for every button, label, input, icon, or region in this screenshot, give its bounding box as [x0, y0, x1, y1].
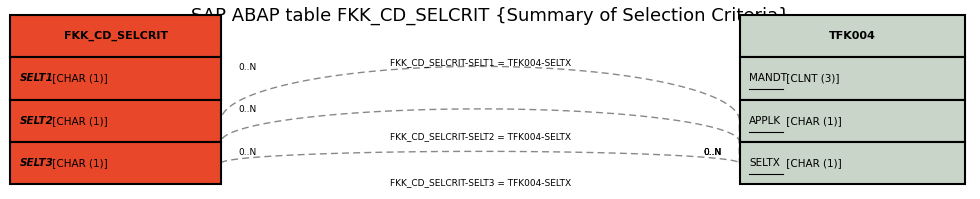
Text: 0..N: 0..N — [704, 148, 722, 157]
Bar — [11, 142, 220, 184]
Bar — [11, 100, 220, 142]
Text: SELT3: SELT3 — [21, 158, 54, 168]
Text: 0..N: 0..N — [704, 148, 722, 157]
Bar — [740, 15, 964, 57]
Text: MANDT: MANDT — [750, 73, 787, 83]
Bar — [11, 57, 220, 100]
Text: 0..N: 0..N — [238, 63, 257, 72]
Text: FKK_CD_SELCRIT-SELT1 = TFK004-SELTX: FKK_CD_SELCRIT-SELT1 = TFK004-SELTX — [390, 58, 570, 67]
Text: FKK_CD_SELCRIT-SELT2 = TFK004-SELTX: FKK_CD_SELCRIT-SELT2 = TFK004-SELTX — [390, 132, 570, 141]
Text: FKK_CD_SELCRIT-SELT3 = TFK004-SELTX: FKK_CD_SELCRIT-SELT3 = TFK004-SELTX — [390, 179, 570, 187]
Text: [CHAR (1)]: [CHAR (1)] — [49, 73, 108, 83]
Text: 0..N: 0..N — [704, 148, 722, 157]
Bar — [740, 100, 964, 142]
Text: TFK004: TFK004 — [829, 31, 875, 41]
Text: SELT1: SELT1 — [21, 73, 54, 83]
Bar — [740, 57, 964, 100]
Text: 0..N: 0..N — [238, 148, 257, 157]
Text: [CHAR (1)]: [CHAR (1)] — [49, 158, 108, 168]
Text: [CHAR (1)]: [CHAR (1)] — [783, 116, 842, 126]
Text: [CHAR (1)]: [CHAR (1)] — [49, 116, 108, 126]
Bar — [740, 142, 964, 184]
Text: [CHAR (1)]: [CHAR (1)] — [783, 158, 842, 168]
Text: APPLK: APPLK — [750, 116, 781, 126]
Text: SELT2: SELT2 — [21, 116, 54, 126]
Text: FKK_CD_SELCRIT: FKK_CD_SELCRIT — [64, 31, 168, 41]
Text: SELTX: SELTX — [750, 158, 780, 168]
Text: [CLNT (3)]: [CLNT (3)] — [783, 73, 839, 83]
Bar — [11, 15, 220, 57]
Text: SAP ABAP table FKK_CD_SELCRIT {Summary of Selection Criteria}: SAP ABAP table FKK_CD_SELCRIT {Summary o… — [191, 7, 789, 25]
Text: 0..N: 0..N — [238, 105, 257, 114]
